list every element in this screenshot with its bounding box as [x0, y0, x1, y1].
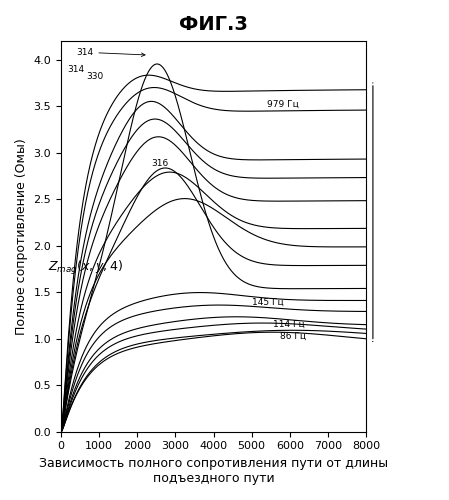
- Text: 314: 314: [76, 48, 145, 57]
- Text: 86 Гц: 86 Гц: [280, 332, 306, 340]
- Text: 312: 312: [0, 499, 1, 500]
- Text: 145 Гц: 145 Гц: [252, 298, 283, 307]
- Text: 114 Гц: 114 Гц: [273, 320, 304, 328]
- Title: ФИГ.3: ФИГ.3: [179, 15, 248, 34]
- Text: 308: 308: [0, 499, 1, 500]
- Text: 314: 314: [68, 64, 85, 74]
- Text: 979 Гц: 979 Гц: [267, 100, 299, 109]
- Text: 310: 310: [0, 499, 1, 500]
- Text: $Z_{mag}(x,y,4)$: $Z_{mag}(x,y,4)$: [48, 258, 123, 276]
- Y-axis label: Полное сопротивление (Омы): Полное сопротивление (Омы): [15, 138, 28, 335]
- Text: 306: 306: [0, 499, 1, 500]
- Text: N = 28: N = 28: [0, 499, 1, 500]
- Text: 304: 304: [0, 499, 1, 500]
- Text: 318: 318: [0, 499, 1, 500]
- Text: 316: 316: [151, 160, 169, 168]
- Text: 330: 330: [87, 72, 104, 81]
- Text: 302: 302: [0, 499, 1, 500]
- Text: 328: 328: [0, 499, 1, 500]
- X-axis label: Зависимость полного сопротивления пути от длины
подъездного пути: Зависимость полного сопротивления пути о…: [39, 457, 388, 485]
- Text: 330: 330: [0, 499, 1, 500]
